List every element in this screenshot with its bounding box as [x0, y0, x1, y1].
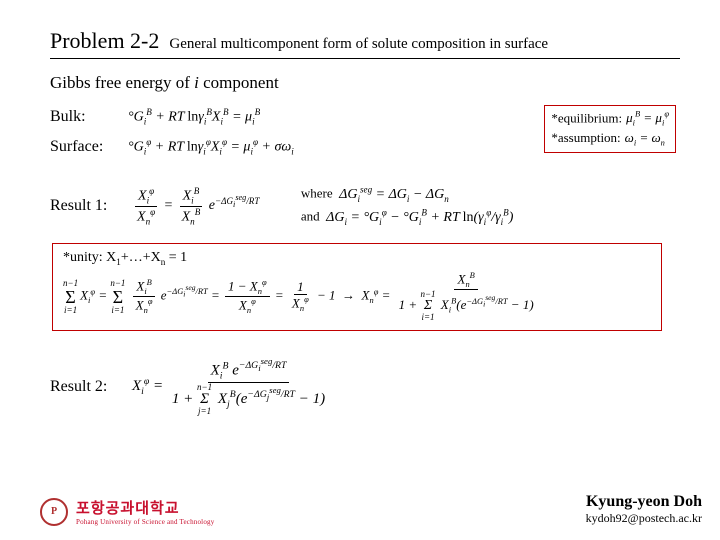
- surface-equation: °Giφ + RT lnγiφXiφ = μiφ + σωi: [128, 137, 294, 156]
- result2-label: Result 2:: [50, 378, 128, 396]
- equilibrium-label: *equilibrium:: [551, 110, 622, 125]
- university-name-en: Pohang University of Science and Technol…: [76, 518, 214, 526]
- bulk-label: Bulk:: [50, 108, 128, 126]
- result1-label: Result 1:: [50, 197, 128, 215]
- section-heading: Gibbs free energy of i component: [50, 73, 680, 93]
- problem-number: Problem 2-2: [50, 28, 159, 54]
- university-logo: P 포항공과대학교 Pohang University of Science a…: [40, 497, 214, 526]
- author-email: kydoh92@postech.ac.kr: [586, 511, 702, 526]
- result2-block: Result 2: Xiφ = XiB e−ΔGiseg/RT 1 + n−1Σ…: [50, 357, 680, 416]
- result1-equation: XiφXnφ = XiBXnB e−ΔGiseg/RT: [132, 198, 263, 213]
- logo-icon: P: [40, 498, 68, 526]
- assumption-eq: ωi = ωn: [625, 130, 665, 145]
- unity-equation: n−1Σi=1Xiφ = n−1Σi=1 XiBXnφ e−ΔGiseg/RT …: [63, 271, 651, 322]
- surface-row: Surface: °Giφ + RT lnγiφXiφ = μiφ + σωi: [50, 135, 544, 159]
- unity-title: *unity: X1+…+Xn = 1: [63, 250, 651, 267]
- assumption-label: *assumption:: [551, 130, 620, 145]
- bulk-equation: °GiB + RT lnγiBXiB = μiB: [128, 107, 260, 126]
- university-name-kr: 포항공과대학교: [76, 497, 214, 518]
- author-block: Kyung-yeon Doh kydoh92@postech.ac.kr: [586, 493, 702, 526]
- result2-equation: Xiφ = XiB e−ΔGiseg/RT 1 + n−1Σj=1 XjB(e−…: [132, 378, 330, 394]
- result1-where: where ΔGiseg = ΔGi − ΔGn and ΔGi = °Giφ …: [301, 183, 514, 229]
- conditions-box: *equilibrium: μiB = μiφ *assumption: ωi = …: [544, 105, 676, 153]
- result1-block: Result 1: XiφXnφ = XiBXnB e−ΔGiseg/RT wh…: [50, 183, 680, 229]
- equilibrium-eq: μiB = μiφ: [626, 110, 669, 125]
- surface-label: Surface:: [50, 138, 128, 156]
- title-rule: [50, 58, 680, 59]
- author-name: Kyung-yeon Doh: [586, 493, 702, 511]
- problem-subtitle: General multicomponent form of solute co…: [169, 36, 548, 53]
- bulk-row: Bulk: °GiB + RT lnγiBXiB = μiB: [50, 105, 544, 129]
- unity-box: *unity: X1+…+Xn = 1 n−1Σi=1Xiφ = n−1Σi=1…: [52, 243, 662, 331]
